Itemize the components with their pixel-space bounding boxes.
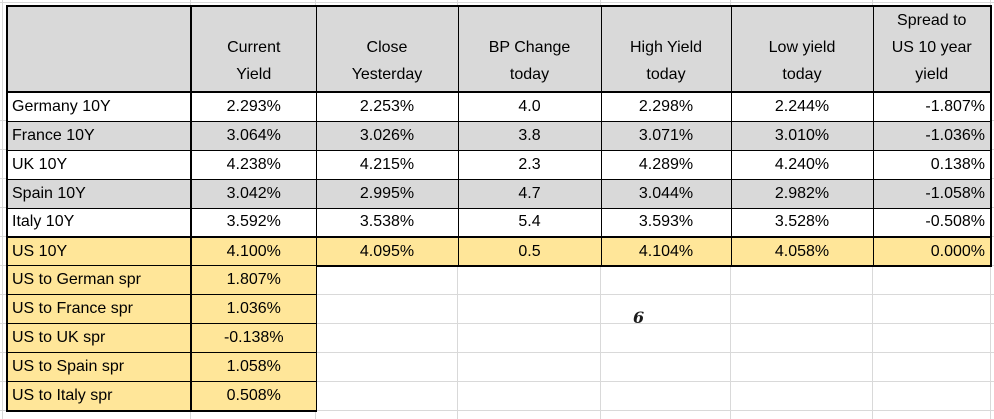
- label-cell[interactable]: Spain 10Y: [6, 178, 192, 209]
- header-line: US 10 year: [891, 39, 972, 56]
- label-cell[interactable]: US 10Y: [6, 236, 192, 267]
- us-spread-table: US to German spr 1.807% US to France spr…: [6, 265, 317, 412]
- high-cell[interactable]: 4.104%: [600, 236, 732, 267]
- table-row-germany: Germany 10Y 2.293% 2.253% 4.0 2.298% 2.2…: [6, 91, 992, 122]
- label-cell[interactable]: US to UK spr: [6, 323, 192, 353]
- low-cell[interactable]: 4.240%: [730, 149, 874, 180]
- low-cell[interactable]: 2.982%: [730, 178, 874, 209]
- low-cell[interactable]: 3.528%: [730, 207, 874, 238]
- value-cell[interactable]: 0.508%: [190, 381, 317, 412]
- spread-cell[interactable]: 0.138%: [872, 149, 992, 180]
- spread-row-uk: US to UK spr -0.138%: [6, 323, 317, 353]
- label-cell[interactable]: US to Italy spr: [6, 381, 192, 412]
- label-cell[interactable]: UK 10Y: [6, 149, 192, 180]
- label-cell[interactable]: US to Spain spr: [6, 352, 192, 382]
- bp-cell[interactable]: 2.3: [457, 149, 602, 180]
- value-cell[interactable]: -0.138%: [190, 323, 317, 353]
- close-cell[interactable]: 2.995%: [315, 178, 459, 209]
- current-cell[interactable]: 4.100%: [190, 236, 317, 267]
- table-row-france: France 10Y 3.064% 3.026% 3.8 3.071% 3.01…: [6, 120, 992, 151]
- header-line: Close: [366, 39, 408, 56]
- label-cell[interactable]: US to German spr: [6, 265, 192, 295]
- label-cell[interactable]: Germany 10Y: [6, 91, 192, 122]
- header-line: Yield: [236, 66, 272, 83]
- high-cell[interactable]: 3.071%: [600, 120, 732, 151]
- current-cell[interactable]: 4.238%: [190, 149, 317, 180]
- header-line: today: [782, 66, 822, 83]
- bp-cell[interactable]: 4.7: [457, 178, 602, 209]
- value-cell[interactable]: 1.036%: [190, 294, 317, 324]
- table-row-uk: UK 10Y 4.238% 4.215% 2.3 4.289% 4.240% 0…: [6, 149, 992, 180]
- high-cell[interactable]: 4.289%: [600, 149, 732, 180]
- header-line: High Yield: [629, 39, 703, 56]
- spread-row-spain: US to Spain spr 1.058%: [6, 352, 317, 382]
- header-low-yield[interactable]: Low yield today: [730, 5, 874, 93]
- header-bp-change[interactable]: BP Change today: [457, 5, 602, 93]
- spread-row-german: US to German spr 1.807%: [6, 265, 317, 295]
- corner-cell[interactable]: [6, 5, 192, 93]
- header-close-yesterday[interactable]: Close Yesterday: [315, 5, 459, 93]
- bp-cell[interactable]: 4.0: [457, 91, 602, 122]
- high-cell[interactable]: 3.044%: [600, 178, 732, 209]
- table-row-us: US 10Y 4.100% 4.095% 0.5 4.104% 4.058% 0…: [6, 236, 992, 267]
- current-cell[interactable]: 3.064%: [190, 120, 317, 151]
- close-cell[interactable]: 3.026%: [315, 120, 459, 151]
- spread-cell[interactable]: -1.058%: [872, 178, 992, 209]
- current-cell[interactable]: 3.042%: [190, 178, 317, 209]
- label-cell[interactable]: Italy 10Y: [6, 207, 192, 238]
- high-cell[interactable]: 2.298%: [600, 91, 732, 122]
- stray-mark: 6: [633, 308, 645, 327]
- low-cell[interactable]: 3.010%: [730, 120, 874, 151]
- spread-cell[interactable]: -1.807%: [872, 91, 992, 122]
- header-high-yield[interactable]: High Yield today: [600, 5, 732, 93]
- high-cell[interactable]: 3.593%: [600, 207, 732, 238]
- current-cell[interactable]: 2.293%: [190, 91, 317, 122]
- header-line: BP Change: [488, 39, 571, 56]
- table-row-spain: Spain 10Y 3.042% 2.995% 4.7 3.044% 2.982…: [6, 178, 992, 209]
- header-line: Current: [227, 39, 281, 56]
- bond-yields-table: Current Yield Close Yesterday BP Change tod…: [6, 5, 992, 267]
- spread-cell[interactable]: -0.508%: [872, 207, 992, 238]
- spread-cell[interactable]: 0.000%: [872, 236, 992, 267]
- value-cell[interactable]: 1.807%: [190, 265, 317, 295]
- header-line: Spread to: [897, 12, 967, 29]
- close-cell[interactable]: 3.538%: [315, 207, 459, 238]
- value-cell[interactable]: 1.058%: [190, 352, 317, 382]
- close-cell[interactable]: 2.253%: [315, 91, 459, 122]
- label-cell[interactable]: France 10Y: [6, 120, 192, 151]
- label-cell[interactable]: US to France spr: [6, 294, 192, 324]
- header-line: today: [646, 66, 686, 83]
- header-line: yield: [915, 66, 949, 83]
- table-row-italy: Italy 10Y 3.592% 3.538% 5.4 3.593% 3.528…: [6, 207, 992, 238]
- header-current-yield[interactable]: Current Yield: [190, 5, 317, 93]
- bp-cell[interactable]: 0.5: [457, 236, 602, 267]
- header-line: Yesterday: [351, 66, 423, 83]
- header-row: Current Yield Close Yesterday BP Change tod…: [6, 5, 992, 93]
- spread-row-france: US to France spr 1.036%: [6, 294, 317, 324]
- low-cell[interactable]: 4.058%: [730, 236, 874, 267]
- bp-cell[interactable]: 5.4: [457, 207, 602, 238]
- header-line: Low yield: [768, 39, 836, 56]
- header-spread-us10y[interactable]: Spread to US 10 year yield: [872, 5, 992, 93]
- low-cell[interactable]: 2.244%: [730, 91, 874, 122]
- spread-row-italy: US to Italy spr 0.508%: [6, 381, 317, 412]
- header-line: today: [509, 66, 550, 83]
- spread-cell[interactable]: -1.036%: [872, 120, 992, 151]
- close-cell[interactable]: 4.095%: [315, 236, 459, 267]
- current-cell[interactable]: 3.592%: [190, 207, 317, 238]
- bp-cell[interactable]: 3.8: [457, 120, 602, 151]
- close-cell[interactable]: 4.215%: [315, 149, 459, 180]
